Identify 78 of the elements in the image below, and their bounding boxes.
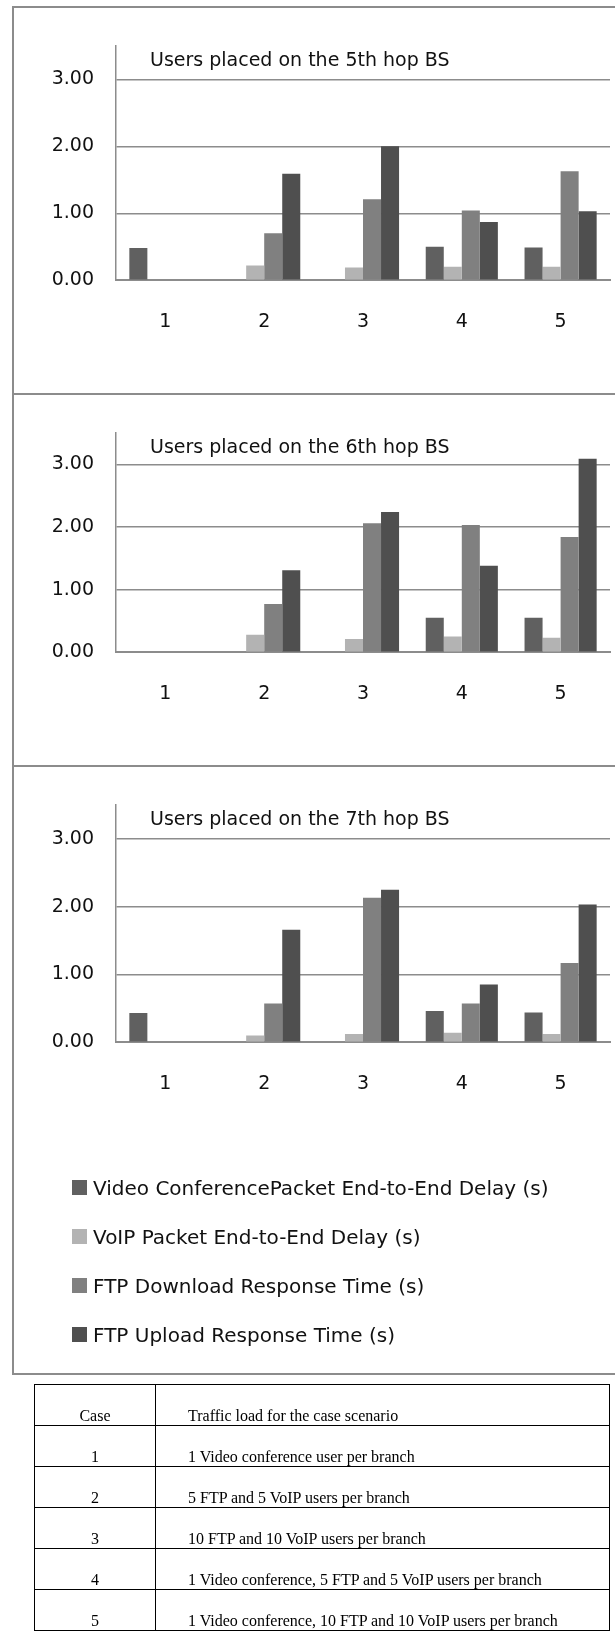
bar	[425, 1011, 444, 1042]
text: 10 FTP and 10 VoIP users per branch	[155, 1507, 610, 1549]
x-tick-label: 3	[356, 308, 370, 331]
bar	[129, 1013, 148, 1042]
x-tick-label: 4	[455, 1070, 468, 1093]
bar	[542, 1034, 561, 1042]
y-tick-label: 3.00	[51, 825, 94, 848]
bar	[542, 266, 561, 280]
bar	[479, 984, 498, 1042]
chart-title: Users placed on the 5th hop BS	[150, 47, 450, 70]
bar	[524, 247, 543, 280]
bar	[443, 266, 462, 280]
bar	[425, 617, 444, 652]
x-tick-label: 1	[159, 1070, 172, 1093]
y-tick-label: 0.00	[51, 639, 94, 662]
bar	[524, 1012, 543, 1042]
legend-label: Video ConferencePacket End-to-End Delay (s)	[93, 1175, 549, 1200]
chart-title: Users placed on the 7th hop BS	[150, 806, 450, 829]
x-tick-label: 3	[356, 680, 370, 703]
bar	[381, 889, 400, 1042]
legend-label: FTP Download Response Time (s)	[93, 1273, 425, 1298]
x-tick-label: 2	[258, 308, 271, 331]
bar	[246, 634, 265, 652]
x-tick-label: 2	[258, 1070, 271, 1093]
bar	[425, 246, 444, 280]
y-tick-label: 2.00	[51, 893, 94, 916]
bar	[246, 265, 265, 280]
x-tick-label: 4	[455, 308, 468, 331]
y-tick-label: 1.00	[51, 200, 94, 223]
bar	[282, 173, 301, 280]
bar	[542, 637, 561, 652]
text: 5 FTP and 5 VoIP users per branch	[155, 1466, 610, 1508]
bar	[282, 929, 301, 1042]
bar	[578, 458, 597, 652]
y-tick-label: 2.00	[51, 133, 94, 156]
text: 1	[34, 1425, 156, 1467]
bar	[282, 570, 301, 652]
text: 5	[34, 1589, 156, 1631]
bar	[443, 1032, 462, 1042]
bar	[479, 565, 498, 652]
x-tick-label: 5	[554, 680, 567, 703]
chart-title: Users placed on the 6th hop BS	[150, 434, 450, 457]
bar	[578, 211, 597, 280]
text: 4	[34, 1548, 156, 1590]
x-tick-label: 3	[356, 1070, 370, 1093]
text: 1 Video conference user per branch	[155, 1425, 610, 1467]
bar	[344, 267, 363, 280]
x-tick-label: 1	[159, 680, 172, 703]
x-tick-label: 2	[258, 680, 271, 703]
text: Case	[34, 1384, 156, 1426]
legend-label: FTP Upload Response Time (s)	[93, 1322, 395, 1347]
y-tick-label: 3.00	[51, 66, 94, 89]
y-tick-label: 2.00	[51, 513, 94, 536]
text: 1 Video conference, 10 FTP and 10 VoIP users per branch	[155, 1589, 610, 1631]
x-tick-label: 5	[554, 1070, 567, 1093]
bar	[344, 639, 363, 652]
x-tick-label: 1	[159, 308, 172, 331]
y-tick-label: 1.00	[51, 961, 94, 984]
text: Traffic load for the case scenario	[155, 1384, 610, 1426]
bar	[578, 904, 597, 1042]
x-tick-label: 4	[455, 680, 468, 703]
text: 2	[34, 1466, 156, 1508]
text: 3	[34, 1507, 156, 1549]
bar	[246, 1035, 265, 1042]
legend-label: VoIP Packet End-to-End Delay (s)	[93, 1224, 421, 1249]
bar	[443, 636, 462, 652]
y-tick-label: 0.00	[51, 267, 94, 290]
x-tick-label: 5	[554, 308, 567, 331]
bar	[381, 146, 400, 280]
text: 1 Video conference, 5 FTP and 5 VoIP users per branch	[155, 1548, 610, 1590]
bar	[524, 617, 543, 652]
bar	[344, 1034, 363, 1042]
bar	[381, 511, 400, 652]
bar	[479, 221, 498, 280]
bar	[129, 248, 148, 280]
y-tick-label: 1.00	[51, 576, 94, 599]
y-tick-label: 0.00	[51, 1029, 94, 1052]
y-tick-label: 3.00	[51, 451, 94, 474]
